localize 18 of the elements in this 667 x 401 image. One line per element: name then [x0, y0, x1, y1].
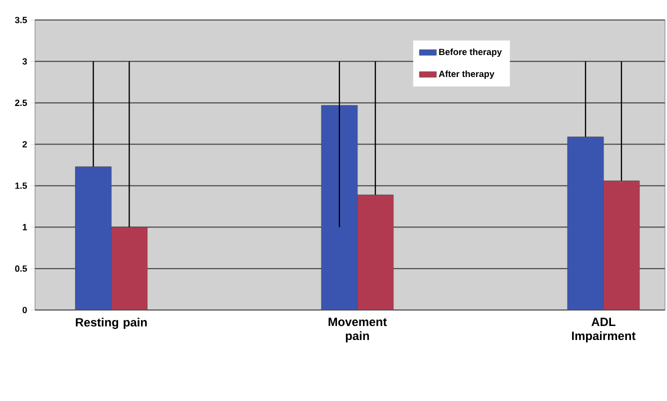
y-tick-label: 3	[22, 58, 27, 65]
x-tick-label: Resting pain	[76, 318, 147, 329]
legend-label: After therapy	[438, 70, 494, 79]
y-tick-label: 0.5	[15, 265, 27, 272]
x-tick-label: Movement pain	[328, 318, 387, 342]
x-tick-label: ADL Impairment	[572, 318, 636, 342]
y-tick-label: 1.5	[15, 182, 27, 189]
y-tick-label: 2	[22, 141, 27, 148]
y-tick-label: 2.5	[15, 100, 27, 106]
y-tick-label: 3.5	[14, 16, 27, 24]
bar	[603, 180, 640, 310]
bar	[357, 194, 394, 310]
legend-label: Before therapy	[439, 48, 502, 57]
y-tick-label: 0	[22, 306, 27, 314]
bar	[111, 226, 148, 310]
bar	[75, 166, 112, 310]
y-tick-label: 1	[22, 224, 27, 230]
bar	[567, 136, 604, 310]
